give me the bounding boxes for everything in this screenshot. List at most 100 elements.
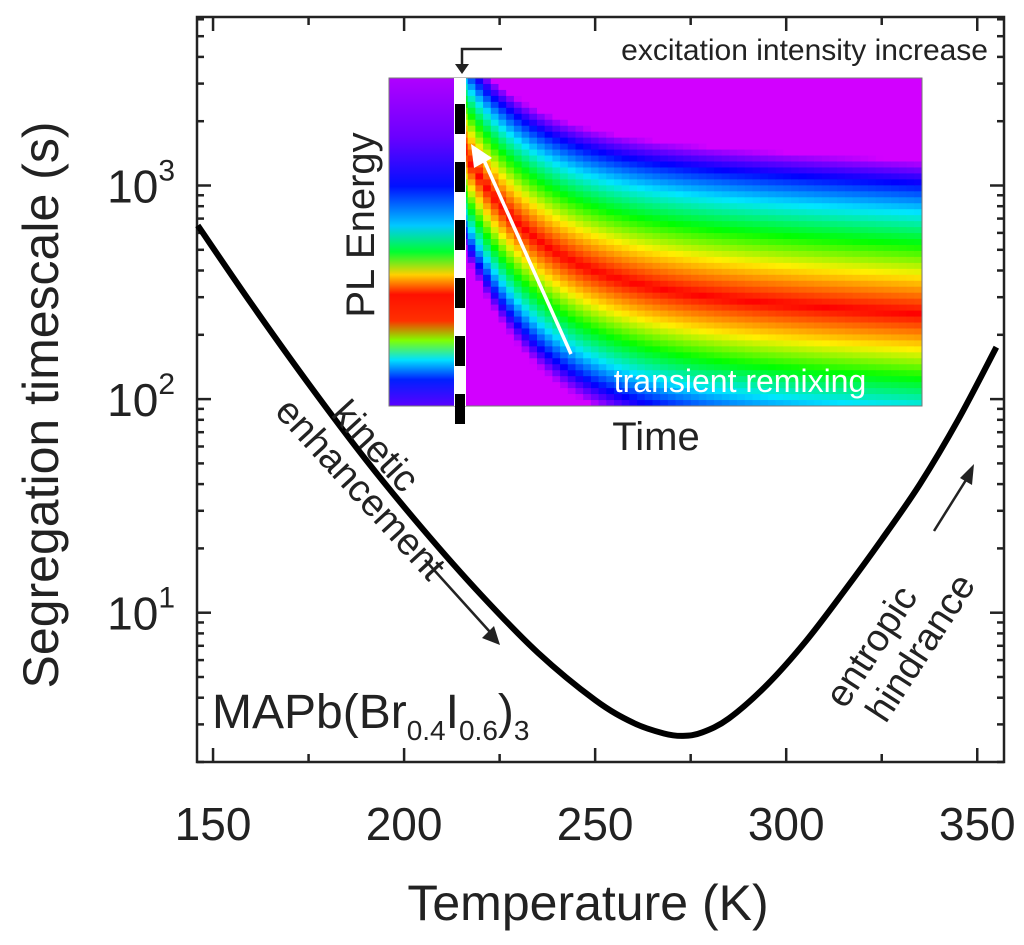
heatmap-cell [691, 400, 700, 406]
heatmap-cell [852, 119, 861, 127]
heatmap-cell [567, 382, 577, 389]
heatmap-cell [783, 394, 792, 401]
heatmap-cell [598, 95, 607, 103]
heatmap-cell [513, 131, 523, 139]
heatmap-cell [691, 352, 700, 359]
heatmap-cell [783, 209, 792, 216]
heatmap-cell [521, 256, 530, 264]
heatmap-cell [614, 173, 623, 180]
heatmap-cell [660, 256, 669, 264]
heatmap-cell [506, 155, 515, 163]
heatmap-cell [721, 256, 731, 264]
heatmap-cell [883, 364, 892, 371]
heatmap-cell [868, 298, 877, 306]
heatmap-cell [598, 239, 607, 246]
heatmap-cell [744, 113, 754, 121]
heatmap-cell [552, 143, 561, 151]
heatmap-cell [721, 161, 731, 169]
heatmap-cell [621, 167, 630, 175]
heatmap-cell [614, 209, 623, 216]
heatmap-cell [606, 95, 615, 103]
heatmap-cell [837, 215, 846, 222]
heatmap-cell [667, 322, 677, 330]
heatmap-cell [644, 334, 654, 341]
heatmap-cell [529, 322, 538, 330]
heatmap-cell [498, 113, 507, 121]
heatmap-cell [875, 310, 885, 318]
heatmap-cell [768, 310, 777, 318]
heatmap-cell [883, 400, 892, 406]
heatmap-cell [621, 78, 630, 85]
heatmap-cell [637, 89, 646, 97]
heatmap-cell [852, 328, 861, 336]
heatmap-cell [475, 322, 484, 330]
heatmap-cell [875, 274, 885, 282]
heatmap-cell [883, 233, 892, 240]
heatmap-cell [821, 298, 831, 306]
heatmap-cell [552, 292, 561, 300]
heatmap-cell [637, 173, 646, 180]
heatmap-cell [721, 215, 731, 222]
heatmap-cell [467, 125, 476, 133]
heatmap-cell [560, 155, 569, 163]
heatmap-cell [806, 179, 815, 186]
heatmap-cell [683, 292, 692, 300]
heatmap-cell [475, 185, 484, 192]
heatmap-cell [714, 370, 723, 377]
heatmap-cell [537, 179, 546, 186]
heatmap-cell [768, 149, 777, 157]
heatmap-cell [744, 161, 754, 169]
heatmap-cell [529, 298, 538, 306]
heatmap-cell [737, 280, 746, 288]
heatmap-cell [898, 167, 908, 175]
heatmap-cell [837, 197, 846, 204]
heatmap-cell [667, 233, 677, 240]
heatmap-cell [621, 215, 630, 222]
heatmap-cell [614, 131, 623, 139]
heatmap-cell [537, 107, 546, 115]
heatmap-cell [667, 197, 677, 204]
heatmap-cell [567, 388, 577, 395]
heatmap-cell [637, 394, 646, 401]
heatmap-cell [590, 167, 600, 175]
heatmap-cell [914, 328, 922, 336]
heatmap-cell [675, 382, 684, 389]
heatmap-cell [629, 95, 638, 103]
heatmap-cell [798, 131, 808, 139]
heatmap-cell [698, 364, 707, 371]
heatmap-cell [483, 334, 492, 341]
heatmap-cell [637, 233, 646, 240]
heatmap-cell [891, 352, 900, 359]
heatmap-cell [875, 215, 885, 222]
heatmap-cell [667, 185, 677, 192]
heatmap-cell [652, 298, 661, 306]
heatmap-cell [783, 280, 792, 288]
heatmap-cell [714, 256, 723, 264]
heatmap-cell [606, 304, 615, 312]
heatmap-cell [791, 83, 800, 91]
heatmap-cell [544, 215, 553, 222]
heatmap-cell [883, 376, 892, 383]
heatmap-cell [868, 78, 877, 85]
heatmap-cell [483, 119, 492, 127]
heatmap-cell [744, 119, 754, 127]
heatmap-cell [606, 340, 615, 347]
heatmap-cell [860, 215, 869, 222]
heatmap-cell [906, 328, 915, 336]
heatmap-cell [729, 161, 738, 169]
heatmap-cell [537, 322, 546, 330]
heatmap-cell [675, 83, 684, 91]
heatmap-cell [475, 244, 484, 252]
heatmap-cell [683, 298, 692, 306]
series-line [195, 223, 1000, 739]
heatmap-cell [537, 137, 546, 145]
heatmap-cell [637, 400, 646, 406]
heatmap-cell [498, 298, 507, 306]
heatmap-cell [752, 274, 761, 282]
heatmap-cell [698, 191, 707, 198]
heatmap-cell [868, 388, 877, 395]
heatmap-cell [737, 143, 746, 151]
heatmap-cell [652, 89, 661, 97]
heatmap-cell [637, 83, 646, 91]
heatmap-cell [467, 191, 476, 198]
